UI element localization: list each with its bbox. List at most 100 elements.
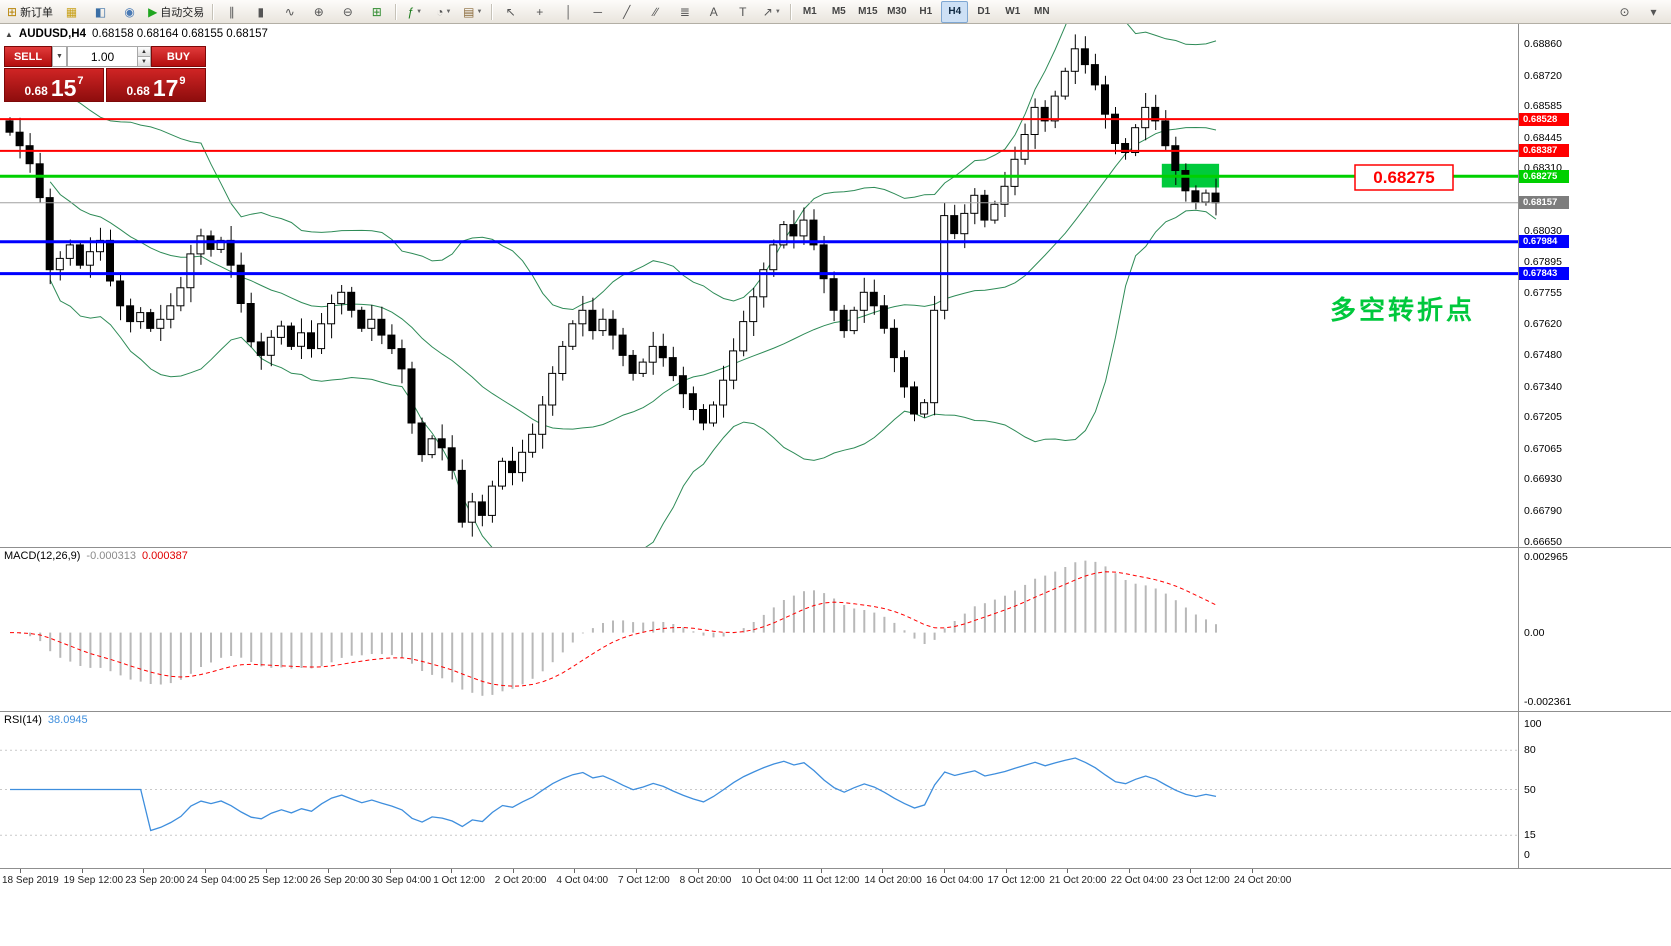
price-axis-label: 0.67065	[1524, 442, 1562, 455]
time-axis-label: 4 Oct 04:00	[556, 875, 609, 886]
rsi-name: RSI(14)	[4, 714, 42, 726]
time-axis-label: 23 Oct 12:00	[1172, 875, 1230, 886]
periods-button[interactable]: ◔ ▼	[430, 1, 457, 23]
timeframe-m5-button[interactable]: M5	[831, 6, 846, 17]
crosshair-button[interactable]: +	[526, 1, 553, 23]
bars-icon: ∥	[228, 4, 235, 19]
timeframe-h4-button[interactable]: H4	[941, 0, 969, 23]
time-axis-label: 1 Oct 12:00	[433, 875, 485, 886]
price-axis-label: 0.68860	[1524, 38, 1562, 51]
macd-axis-label: 0.002965	[1524, 551, 1568, 563]
order-type-dropdown[interactable]: ▼	[52, 46, 67, 67]
horizontal-line-button[interactable]: ─	[584, 1, 611, 23]
time-axis[interactable]: 18 Sep 2019 19 Sep 12:00 23 Sep 20:00 24 Se…	[0, 868, 1671, 895]
price-axis-label: 0.67755	[1524, 287, 1562, 300]
line-chart-button[interactable]: ∿	[276, 1, 303, 23]
chart-annotation-text[interactable]: 多空转折点	[1330, 295, 1475, 325]
rsi-axis-label: 0	[1524, 849, 1530, 861]
periods-icon: ◔	[436, 4, 444, 19]
macd-plot	[0, 547, 1671, 711]
volume-increase-button[interactable]: ▲	[137, 47, 150, 57]
timeframe-m1-button[interactable]: M1	[802, 6, 817, 17]
sell-button[interactable]: SELL	[4, 46, 52, 67]
rsi-value: 38.0945	[47, 714, 88, 726]
rsi-axis-label: 50	[1524, 783, 1536, 796]
rsi-line	[10, 757, 1217, 832]
zoom-out-button[interactable]: ⊖	[334, 1, 361, 23]
macd-label: MACD(12,26,9) -0.000313 0.000387	[4, 550, 188, 562]
text-label-button[interactable]: T	[729, 1, 756, 23]
chart-info-line: ▲ AUDUSD,H4 0.68158 0.68164 0.68155 0.68…	[5, 28, 268, 40]
time-tick	[636, 869, 637, 873]
price-level-tag: 0.67984	[1519, 235, 1569, 249]
zoom-in-button[interactable]: ⊕	[305, 1, 332, 23]
time-tick	[389, 869, 391, 873]
price-axis-label: 0.67895	[1524, 255, 1562, 268]
cursor-button[interactable]: ↖	[497, 1, 524, 23]
one-click-price-row: 0.68 15 7 0.68 17 9	[4, 68, 206, 102]
templates-button[interactable]: ▤ ▼	[459, 1, 486, 23]
time-tick	[1190, 869, 1192, 873]
candlesticks-button[interactable]: ▮	[247, 1, 274, 23]
current-price-tag: 0.68157	[1519, 196, 1569, 210]
buy-button[interactable]: BUY	[151, 46, 206, 67]
time-tick	[697, 869, 699, 873]
new-order-button[interactable]: ⊞ 新订单	[4, 1, 56, 23]
timeframe-m15-button[interactable]: M15	[858, 6, 878, 17]
price-axis-label: 0.67480	[1524, 349, 1562, 362]
price-axis-label: 0.68445	[1524, 131, 1562, 144]
profiles-button[interactable]: ◧	[87, 1, 114, 23]
macd-subwindow: MACD(12,26,9) -0.000313 0.000387 0.002965 0…	[0, 547, 1671, 711]
cursor-icon: ↖	[505, 4, 516, 19]
sell-price-button[interactable]: 0.68 15 7	[4, 68, 104, 102]
macd-name: MACD(12,26,9)	[4, 550, 81, 562]
fibonacci-button[interactable]: ≣	[671, 1, 698, 23]
timeframe-m30-button[interactable]: M30	[887, 6, 907, 17]
price-callout-object[interactable]: 0.68275	[1354, 164, 1454, 191]
time-tick	[944, 869, 945, 873]
indicators-list-button[interactable]: ƒ ▼	[401, 1, 428, 23]
volume-field: ▲ ▼	[67, 46, 151, 67]
symbol-timeframe-label: AUDUSD,H4	[18, 28, 87, 40]
indicators-list-icon: ƒ	[407, 4, 415, 19]
volume-input[interactable]	[68, 47, 137, 66]
time-axis-label: 23 Sep 20:00	[125, 875, 185, 886]
timeframe-w1-button[interactable]: W1	[1005, 6, 1021, 17]
timeframe-mn-button[interactable]: MN	[1034, 6, 1050, 17]
fibonacci-icon: ≣	[679, 4, 690, 19]
time-tick	[1005, 869, 1007, 873]
arrows-button[interactable]: ↗ ▼	[758, 1, 785, 23]
candlestick-series	[5, 34, 1220, 537]
rsi-axis-label: 80	[1524, 744, 1536, 757]
bars-button[interactable]: ∥	[218, 1, 245, 23]
time-axis-label: 24 Oct 20:00	[1234, 875, 1292, 886]
volume-decrease-button[interactable]: ▼	[137, 57, 150, 66]
arrows-icon: ↗	[762, 4, 773, 19]
new-order-icon: ⊞	[7, 4, 18, 19]
tile-windows-button[interactable]: ⊞	[363, 1, 390, 23]
price-axis-label: 0.68585	[1524, 100, 1562, 113]
time-tick	[20, 869, 21, 873]
equidistant-channel-button[interactable]: ∕∕	[642, 1, 669, 23]
market-watch-button[interactable]: ◉	[116, 1, 143, 23]
svg-text:0.68275: 0.68275	[1373, 168, 1434, 187]
autotrading-button-label: 自动交易	[160, 6, 205, 19]
oneclick-collapse-icon[interactable]: ▲	[5, 29, 13, 39]
timeframe-h1-button[interactable]: H1	[919, 6, 933, 17]
buy-price-button[interactable]: 0.68 17 9	[106, 68, 206, 102]
new-chart-button[interactable]: ▦	[58, 1, 85, 23]
time-tick	[1067, 869, 1069, 873]
help-button[interactable]: ▾	[1650, 4, 1657, 19]
time-axis-label: 8 Oct 20:00	[679, 875, 732, 886]
trendline-button[interactable]: ╱	[613, 1, 640, 23]
vertical-line-button[interactable]: │	[555, 1, 582, 23]
autotrading-button[interactable]: ▶ 自动交易	[145, 1, 207, 23]
vertical-line-icon: │	[565, 4, 573, 19]
text-button[interactable]: A	[700, 1, 727, 23]
timeframe-d1-button[interactable]: D1	[977, 6, 991, 17]
bollinger-bands	[49, 24, 1217, 547]
search-button[interactable]: ⊙	[1619, 4, 1630, 19]
indicators-list-button-arrow-icon: ▼	[416, 8, 423, 15]
ohlc-values: 0.68158 0.68164 0.68155 0.68157	[92, 28, 268, 40]
